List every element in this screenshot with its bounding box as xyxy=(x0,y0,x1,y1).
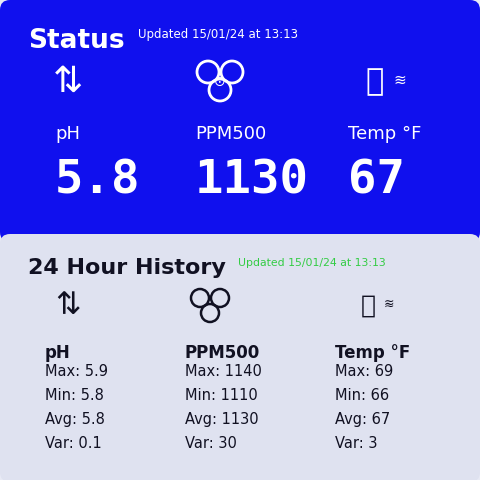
FancyBboxPatch shape xyxy=(0,234,480,480)
Text: 🌡: 🌡 xyxy=(366,68,384,96)
Text: Var: 3: Var: 3 xyxy=(335,436,377,451)
Text: Updated 15/01/24 at 13:13: Updated 15/01/24 at 13:13 xyxy=(138,28,298,41)
FancyBboxPatch shape xyxy=(0,0,480,242)
Text: Status: Status xyxy=(28,28,125,54)
Text: Min: 5.8: Min: 5.8 xyxy=(45,388,104,403)
Text: Var: 30: Var: 30 xyxy=(185,436,237,451)
Text: PPM500: PPM500 xyxy=(195,125,266,143)
Text: Max: 1140: Max: 1140 xyxy=(185,364,262,379)
Text: 5.8: 5.8 xyxy=(55,158,141,203)
Text: ≋: ≋ xyxy=(384,298,395,311)
Text: 🌡: 🌡 xyxy=(360,294,375,318)
Text: Avg: 1130: Avg: 1130 xyxy=(185,412,259,427)
Text: pH: pH xyxy=(55,125,80,143)
Text: PPM500: PPM500 xyxy=(185,344,260,362)
Text: Max: 69: Max: 69 xyxy=(335,364,393,379)
Text: Avg: 5.8: Avg: 5.8 xyxy=(45,412,105,427)
Text: Temp °F: Temp °F xyxy=(335,344,410,362)
Text: ⇅: ⇅ xyxy=(53,65,83,99)
Text: 24 Hour History: 24 Hour History xyxy=(28,258,226,278)
Text: Var: 0.1: Var: 0.1 xyxy=(45,436,102,451)
Text: ⇅: ⇅ xyxy=(55,291,81,321)
Text: 67: 67 xyxy=(348,158,405,203)
Text: Updated 15/01/24 at 13:13: Updated 15/01/24 at 13:13 xyxy=(238,258,386,268)
Text: pH: pH xyxy=(45,344,71,362)
Text: Min: 1110: Min: 1110 xyxy=(185,388,258,403)
Text: Avg: 67: Avg: 67 xyxy=(335,412,390,427)
Text: Min: 66: Min: 66 xyxy=(335,388,389,403)
Text: 1130: 1130 xyxy=(195,158,309,203)
Text: ⊙: ⊙ xyxy=(214,75,226,89)
Text: ≋: ≋ xyxy=(393,72,406,87)
Text: Max: 5.9: Max: 5.9 xyxy=(45,364,108,379)
Text: Temp °F: Temp °F xyxy=(348,125,421,143)
